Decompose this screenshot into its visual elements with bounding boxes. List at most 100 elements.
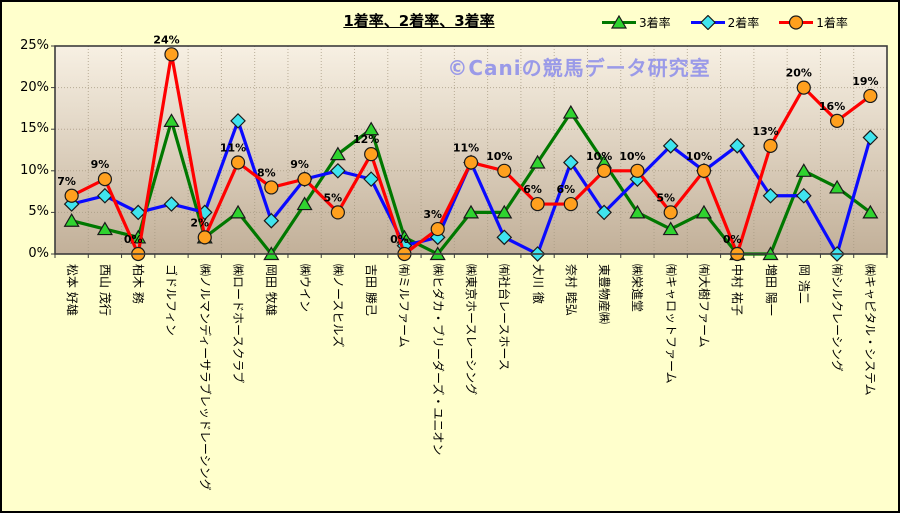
circle-marker bbox=[497, 163, 512, 178]
legend-label: 1着率 bbox=[816, 16, 848, 30]
data-label: 24% bbox=[153, 33, 179, 46]
triangle-marker bbox=[229, 204, 247, 219]
circle-marker bbox=[696, 163, 712, 178]
x-axis-label: ㈱ノースヒルズ bbox=[330, 264, 345, 348]
data-label: 10% bbox=[486, 150, 512, 163]
x-axis-label: ㈱キャピタル・システム bbox=[863, 264, 878, 396]
y-axis-label: 25% bbox=[20, 38, 49, 53]
circle-marker bbox=[563, 196, 578, 212]
circle-marker bbox=[530, 196, 545, 212]
data-label: 12% bbox=[353, 133, 379, 146]
diamond-marker bbox=[163, 196, 180, 212]
triangle-marker bbox=[695, 204, 713, 219]
diamond-marker bbox=[762, 187, 779, 204]
triangle-marker bbox=[296, 196, 313, 211]
data-label: 8% bbox=[257, 166, 276, 179]
x-axis-label: 松本 好雄 bbox=[64, 264, 79, 316]
data-label: 7% bbox=[57, 175, 76, 188]
diamond-marker bbox=[662, 137, 679, 154]
circle-marker bbox=[663, 205, 678, 220]
triangle-marker bbox=[862, 204, 879, 219]
data-label: 10% bbox=[686, 150, 712, 163]
x-axis-label: 東豊物産㈱ bbox=[597, 264, 612, 325]
x-axis-label: ㈲キャロットファーム bbox=[663, 264, 678, 384]
circle-marker bbox=[164, 47, 179, 62]
legend-item-2着率: 2着率 bbox=[690, 14, 760, 31]
circle-marker bbox=[796, 80, 811, 95]
triangle-marker bbox=[829, 179, 846, 194]
data-label: 9% bbox=[91, 158, 110, 171]
triangle-marker bbox=[662, 221, 679, 236]
legend-marker-triangle bbox=[602, 15, 636, 29]
x-axis-label: 西山 茂行 bbox=[97, 264, 112, 316]
triangle-marker bbox=[496, 204, 513, 219]
diamond-marker bbox=[596, 204, 612, 221]
circle-marker bbox=[863, 88, 878, 104]
circle-marker bbox=[264, 180, 279, 195]
data-label: 9% bbox=[290, 158, 309, 171]
diamond-marker bbox=[363, 171, 380, 187]
data-label: 10% bbox=[619, 150, 645, 163]
circle-marker bbox=[197, 230, 212, 245]
y-axis-label: 20% bbox=[20, 79, 49, 95]
x-axis-label: 岡 浩二 bbox=[796, 264, 811, 304]
axis-ticks bbox=[51, 45, 888, 258]
diamond-marker bbox=[795, 187, 812, 204]
x-axis-label: ㈲シルクレーシング bbox=[830, 264, 845, 372]
y-axis-label: 5% bbox=[28, 204, 49, 220]
x-axis-label: ㈲社台レースホース bbox=[497, 264, 512, 371]
data-label: 11% bbox=[453, 141, 479, 154]
data-label: 20% bbox=[786, 67, 812, 80]
circle-marker bbox=[463, 155, 479, 170]
x-axis-label: ㈱ウイン bbox=[297, 264, 312, 313]
x-axis-label: 岡田 牧雄 bbox=[264, 264, 279, 316]
data-label: 0% bbox=[723, 233, 742, 246]
legend-item-1着率: 1着率 bbox=[779, 14, 848, 31]
data-label: 13% bbox=[752, 125, 778, 138]
diamond-marker bbox=[263, 212, 280, 229]
diamond-marker bbox=[330, 162, 346, 179]
circle-marker bbox=[64, 188, 79, 203]
diamond-marker bbox=[699, 15, 716, 30]
data-series bbox=[63, 47, 879, 262]
data-label: 5% bbox=[324, 191, 343, 204]
data-label: 10% bbox=[586, 150, 612, 163]
x-axis-label: ㈱栄進堂 bbox=[630, 264, 645, 313]
x-axis-label: 増田 陽一 bbox=[763, 264, 778, 316]
data-label: 16% bbox=[819, 100, 845, 113]
diamond-marker bbox=[562, 154, 579, 171]
triangle-marker bbox=[163, 113, 180, 127]
x-axis-label: ㈱東京ホースレーシング bbox=[464, 264, 478, 396]
x-axis-label: 吉田 勝己 bbox=[364, 264, 379, 316]
series-3着率 bbox=[63, 104, 879, 261]
circle-marker bbox=[789, 15, 804, 30]
x-axis-label: 奈村 睦弘 bbox=[563, 264, 578, 316]
data-label: 6% bbox=[556, 183, 575, 196]
circle-marker bbox=[430, 221, 445, 237]
data-label: 11% bbox=[220, 141, 246, 154]
data-label: 3% bbox=[423, 208, 442, 221]
legend-item-3着率: 3着率 bbox=[602, 14, 671, 31]
triangle-marker bbox=[562, 104, 579, 119]
x-axis-label: ㈱ヒダカ・ブリーダーズ・ユニオン bbox=[430, 264, 445, 456]
x-axis-label: 大川 徹 bbox=[530, 264, 545, 304]
x-axis-label: ゴドルフィン bbox=[164, 264, 179, 336]
triangle-marker bbox=[462, 204, 480, 219]
x-axis-label: 柏木 務 bbox=[131, 264, 146, 304]
triangle-marker bbox=[795, 163, 812, 177]
legend-marker-circle bbox=[779, 15, 814, 30]
circle-marker bbox=[297, 172, 312, 187]
data-label: 2% bbox=[190, 216, 209, 229]
triangle-marker bbox=[610, 15, 628, 29]
legend-marker-diamond bbox=[690, 15, 725, 30]
diamond-marker bbox=[130, 204, 147, 221]
circle-marker bbox=[330, 205, 345, 220]
diamond-marker bbox=[729, 137, 746, 154]
legend-label: 2着率 bbox=[727, 16, 760, 30]
legend-label: 3着率 bbox=[639, 16, 671, 30]
triangle-marker bbox=[329, 146, 346, 161]
triangle-marker bbox=[629, 204, 646, 219]
y-axis-label: 15% bbox=[20, 121, 49, 137]
circle-marker bbox=[763, 138, 778, 153]
